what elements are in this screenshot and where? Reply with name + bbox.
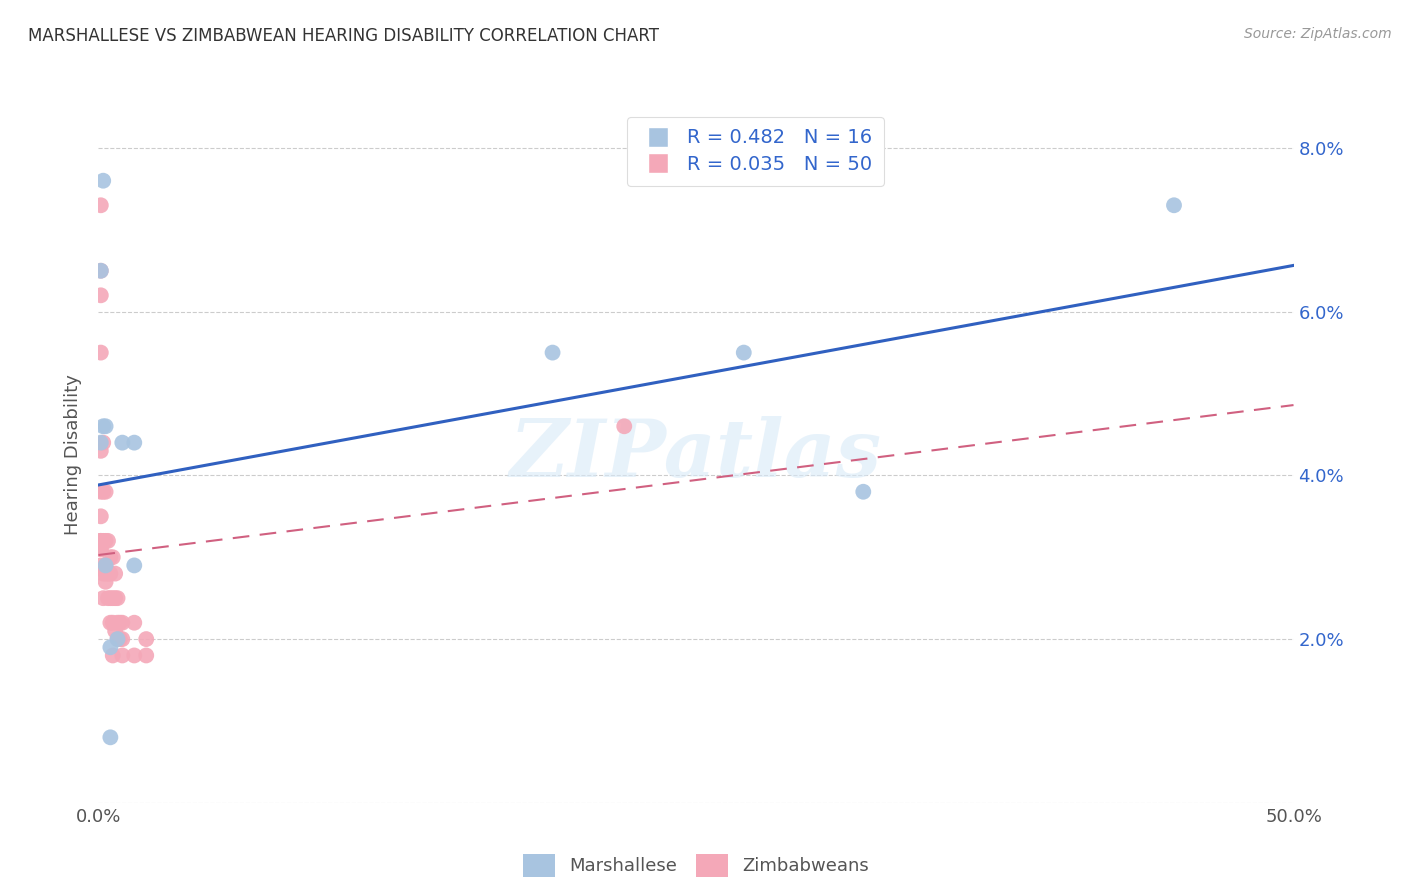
- Point: [98, 591, 122, 606]
- Point: [90, 345, 112, 359]
- Point: [98, 566, 122, 581]
- Point: [90, 264, 112, 278]
- Point: [107, 632, 129, 646]
- Text: MARSHALLESE VS ZIMBABWEAN HEARING DISABILITY CORRELATION CHART: MARSHALLESE VS ZIMBABWEAN HEARING DISABI…: [28, 27, 659, 45]
- Point: [90, 198, 112, 212]
- Point: [90, 533, 112, 548]
- Point: [135, 632, 157, 646]
- Text: ZIPatlas: ZIPatlas: [510, 417, 882, 493]
- Point: [90, 288, 112, 302]
- Point: [94, 558, 117, 573]
- Point: [852, 484, 875, 499]
- Point: [135, 648, 157, 663]
- Point: [91, 419, 114, 434]
- Point: [90, 558, 112, 573]
- Point: [1163, 198, 1185, 212]
- Point: [90, 542, 112, 557]
- Point: [98, 731, 122, 745]
- Point: [91, 435, 114, 450]
- Point: [94, 574, 117, 589]
- Point: [111, 632, 134, 646]
- Point: [104, 624, 127, 638]
- Point: [541, 345, 564, 359]
- Point: [101, 648, 124, 663]
- Point: [94, 566, 117, 581]
- Point: [124, 648, 146, 663]
- Point: [107, 632, 129, 646]
- Y-axis label: Hearing Disability: Hearing Disability: [65, 375, 83, 535]
- Point: [98, 640, 122, 655]
- Point: [94, 484, 117, 499]
- Point: [111, 648, 134, 663]
- Point: [91, 174, 114, 188]
- Point: [108, 615, 131, 630]
- Point: [90, 533, 112, 548]
- Point: [111, 615, 134, 630]
- Point: [90, 542, 112, 557]
- Point: [101, 550, 124, 565]
- Point: [104, 566, 127, 581]
- Point: [108, 632, 131, 646]
- Point: [94, 558, 117, 573]
- Point: [111, 435, 134, 450]
- Legend: Marshallese, Zimbabweans: Marshallese, Zimbabweans: [516, 847, 876, 884]
- Point: [124, 558, 146, 573]
- Point: [107, 615, 129, 630]
- Point: [107, 591, 129, 606]
- Point: [90, 484, 112, 499]
- Point: [98, 615, 122, 630]
- Point: [90, 435, 112, 450]
- Point: [613, 419, 636, 434]
- Point: [97, 566, 120, 581]
- Point: [91, 591, 114, 606]
- Point: [91, 484, 114, 499]
- Point: [97, 591, 120, 606]
- Point: [101, 591, 124, 606]
- Point: [124, 615, 146, 630]
- Point: [733, 345, 755, 359]
- Point: [104, 591, 127, 606]
- Point: [90, 264, 112, 278]
- Point: [91, 566, 114, 581]
- Point: [124, 435, 146, 450]
- Point: [98, 550, 122, 565]
- Point: [90, 533, 112, 548]
- Point: [91, 533, 114, 548]
- Text: Source: ZipAtlas.com: Source: ZipAtlas.com: [1244, 27, 1392, 41]
- Point: [90, 443, 112, 458]
- Point: [90, 509, 112, 524]
- Point: [97, 533, 120, 548]
- Point: [94, 533, 117, 548]
- Point: [101, 615, 124, 630]
- Point: [94, 419, 117, 434]
